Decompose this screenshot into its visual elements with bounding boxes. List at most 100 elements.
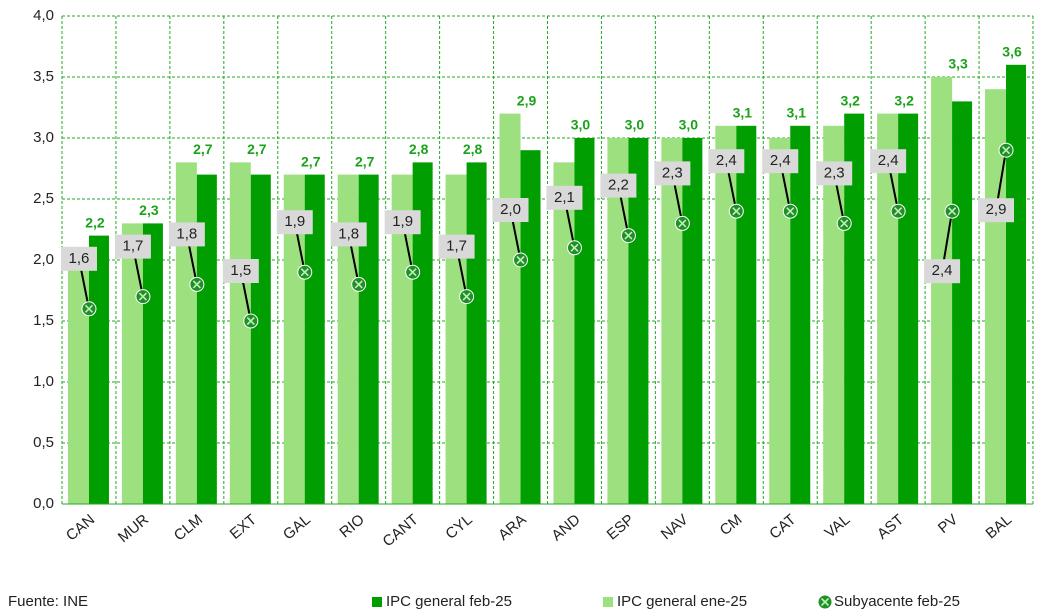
- legend-label: IPC general feb-25: [386, 593, 512, 610]
- sub-marker-cross: [570, 243, 579, 252]
- value-label: 2,7: [301, 153, 321, 169]
- x-tick-label: VAL: [822, 511, 854, 542]
- sub-marker: [566, 240, 582, 256]
- sub-marker: [405, 264, 421, 280]
- legend-label: Subyacente feb-25: [834, 593, 960, 610]
- bar-feb: [250, 174, 271, 504]
- sub-value-label: 2,4: [716, 152, 737, 169]
- bar-ene: [121, 223, 143, 504]
- y-tick-label: 3,0: [33, 129, 54, 146]
- bar-feb: [844, 113, 865, 504]
- bar-feb: [628, 138, 649, 504]
- x-tick-label: NAV: [658, 511, 692, 543]
- sub-label-box: [276, 210, 313, 235]
- sub-label-box: [978, 198, 1015, 223]
- bar-feb: [682, 138, 703, 504]
- value-label: 3,1: [787, 105, 807, 121]
- x-tick-label: CM: [717, 511, 746, 539]
- x-tick-label: GAL: [280, 511, 314, 543]
- bar-feb: [736, 125, 757, 505]
- value-label: 3,0: [679, 117, 699, 133]
- x-tick-label: CYL: [442, 511, 475, 543]
- y-tick-label: 2,5: [33, 190, 54, 207]
- sub-value-label: 2,2: [608, 177, 629, 194]
- bar-feb: [88, 235, 109, 504]
- sub-value-label: 2,0: [500, 201, 521, 218]
- sub-marker-cross: [516, 255, 525, 265]
- sub-marker: [351, 276, 367, 292]
- sub-marker: [782, 203, 798, 219]
- sub-marker: [135, 289, 151, 305]
- sub-value-label: 1,6: [69, 250, 90, 267]
- bar-ene: [661, 138, 683, 504]
- bar-feb: [574, 138, 595, 504]
- source: Fuente: INE: [8, 593, 88, 610]
- sub-label-box: [384, 210, 421, 235]
- x-tick-label: CLM: [171, 511, 206, 544]
- sub-marker: [81, 301, 97, 317]
- bar-ene: [715, 125, 737, 505]
- sub-marker-cross: [462, 292, 471, 301]
- bar-ene: [769, 138, 791, 504]
- value-label: 2,2: [85, 214, 105, 230]
- sub-marker: [674, 215, 690, 231]
- y-tick-label: 1,5: [33, 312, 54, 329]
- x-tick-label: PV: [935, 511, 961, 537]
- y-tick-label: 0,5: [33, 434, 54, 451]
- sub-marker: [243, 313, 259, 329]
- sub-marker: [189, 276, 205, 292]
- sub-marker-cross: [192, 280, 201, 289]
- bar-feb: [412, 162, 433, 504]
- sub-value-label: 2,1: [554, 189, 575, 206]
- sub-marker-cross: [894, 207, 903, 216]
- sub-marker-cross: [624, 231, 633, 240]
- value-label: 2,3: [139, 202, 159, 218]
- bar-feb: [466, 162, 487, 504]
- value-label: 2,8: [409, 141, 429, 157]
- bar-ene: [931, 77, 953, 504]
- bar-feb: [358, 174, 379, 504]
- sub-label-box: [60, 246, 97, 271]
- x-tick-label: CANT: [380, 511, 422, 550]
- x-tick-label: AST: [874, 511, 907, 543]
- value-label: 2,9: [517, 92, 537, 108]
- sub-value-label: 1,7: [446, 238, 467, 255]
- sub-marker: [297, 264, 313, 280]
- sub-value-label: 2,4: [770, 152, 791, 169]
- sub-marker: [890, 203, 906, 219]
- sub-label-box: [438, 234, 475, 259]
- sub-label-box: [924, 259, 961, 284]
- bar-feb: [1006, 64, 1027, 505]
- sub-marker-cross: [300, 268, 309, 277]
- sub-label-box: [708, 149, 745, 174]
- legend-marker-cross: [820, 597, 830, 607]
- x-tick-label: CAT: [766, 511, 799, 543]
- x-tick-label: EXT: [227, 511, 260, 543]
- sub-value-label: 1,7: [122, 238, 143, 255]
- bar-ene: [391, 174, 413, 504]
- bar-feb: [196, 174, 217, 504]
- sub-value-label: 2,9: [986, 201, 1007, 218]
- sub-label-box: [222, 259, 259, 283]
- sub-value-label: 1,5: [230, 262, 251, 279]
- sub-label-box: [492, 198, 529, 222]
- sub-marker-cross: [732, 207, 741, 216]
- sub-marker-cross: [408, 268, 417, 277]
- sub-label-box: [546, 185, 583, 210]
- x-tick-label: BAL: [982, 511, 1015, 542]
- value-label: 2,7: [247, 141, 267, 157]
- y-tick-label: 4,0: [33, 7, 54, 24]
- sub-marker-cross: [138, 292, 147, 301]
- bar-ene: [175, 162, 197, 504]
- sub-label-box: [114, 234, 151, 259]
- y-tick-label: 3,5: [33, 68, 54, 85]
- sub-marker-cross: [786, 207, 795, 216]
- bar-ene: [499, 113, 521, 504]
- sub-marker: [620, 228, 636, 244]
- sub-marker-cross: [678, 219, 687, 228]
- x-tick-label: ARA: [495, 511, 530, 544]
- value-label: 3,0: [571, 117, 591, 133]
- bar-feb: [304, 174, 325, 504]
- x-tick-label: ESP: [604, 511, 638, 543]
